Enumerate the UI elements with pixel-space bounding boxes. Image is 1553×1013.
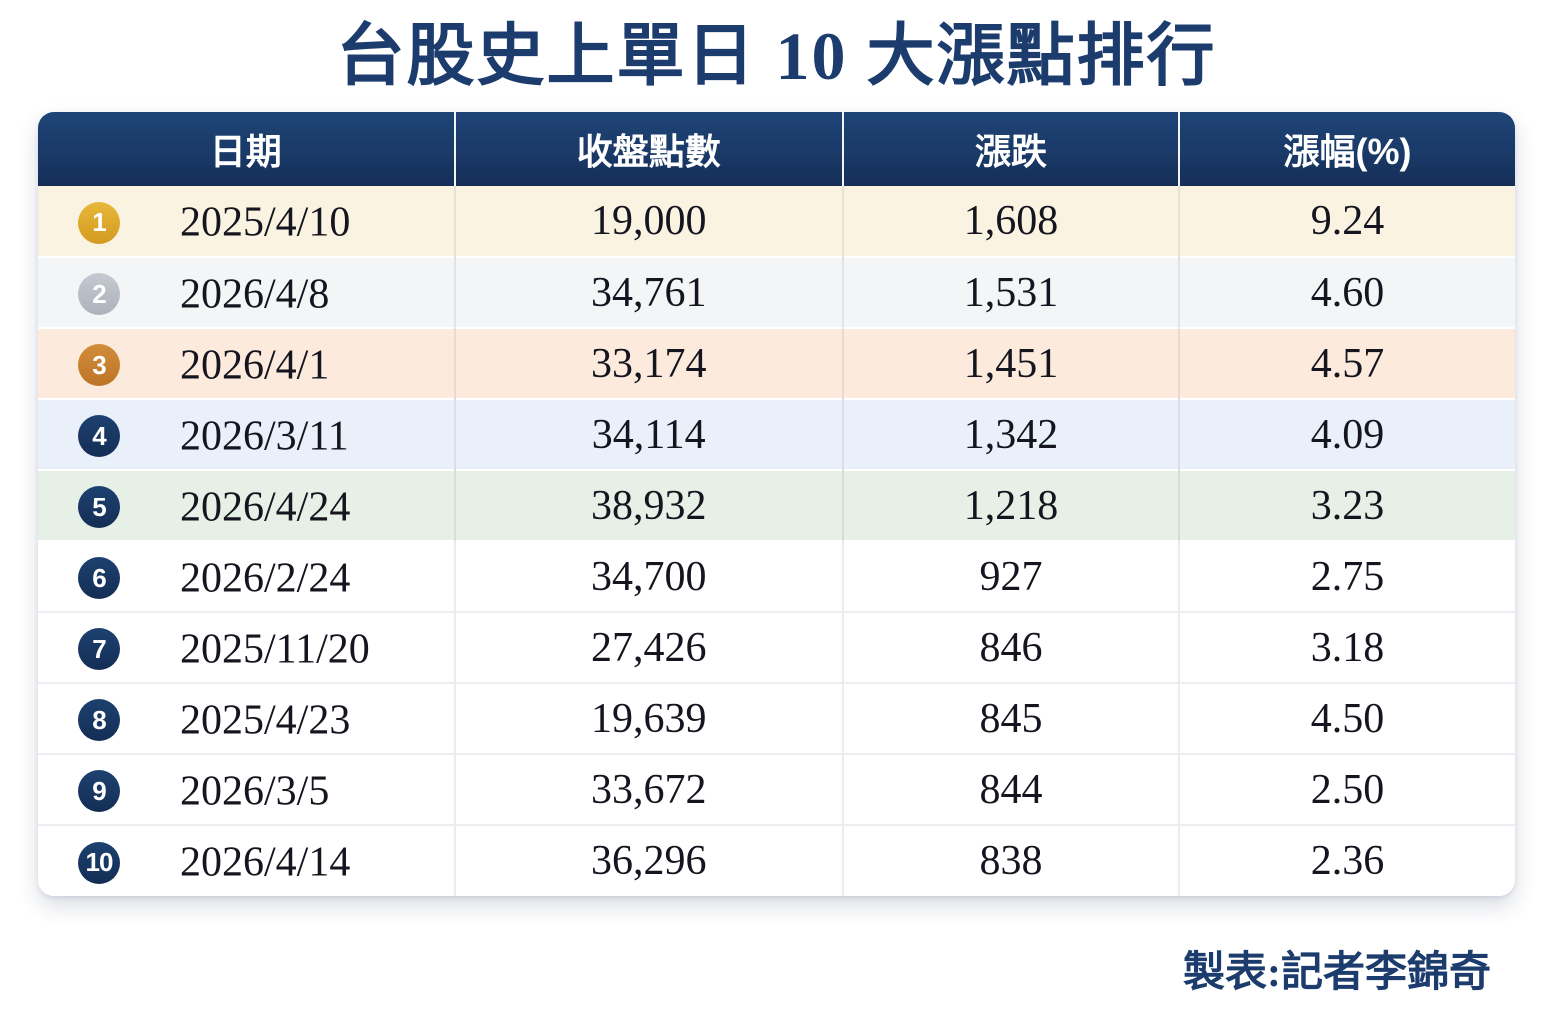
pct-cell: 2.36 — [1177, 825, 1515, 896]
col-header-pct: 漲幅(%) — [1177, 112, 1515, 186]
pct-cell: 4.57 — [1177, 328, 1515, 399]
date-value: 2025/4/10 — [180, 199, 351, 246]
date-value: 2026/2/24 — [180, 555, 351, 602]
pct-cell: 9.24 — [1177, 186, 1515, 257]
change-cell: 1,218 — [841, 470, 1179, 541]
date-value: 2025/11/20 — [180, 626, 370, 673]
rank-badge: 6 — [78, 557, 120, 600]
table-row: 5 2026/4/24 38,932 1,218 3.23 — [38, 470, 1515, 541]
date-value: 2026/3/5 — [180, 768, 330, 815]
rank-badge: 7 — [78, 628, 120, 671]
credit-line: 製表:記者李錦奇 — [1183, 950, 1491, 996]
close-cell: 33,672 — [453, 754, 843, 825]
date-cell: 9 2026/3/5 — [38, 754, 455, 825]
change-cell: 1,342 — [841, 399, 1179, 470]
rank-badge: 9 — [78, 770, 120, 813]
table-row: 3 2026/4/1 33,174 1,451 4.57 — [38, 328, 1515, 399]
date-value: 2026/4/1 — [180, 342, 330, 389]
rank-badge: 5 — [78, 486, 120, 529]
table-row: 9 2026/3/5 33,672 844 2.50 — [38, 754, 1515, 825]
pct-cell: 4.50 — [1177, 683, 1515, 754]
change-cell: 1,531 — [841, 257, 1179, 328]
date-cell: 5 2026/4/24 — [38, 470, 455, 541]
change-cell: 1,608 — [841, 186, 1179, 257]
pct-cell: 2.75 — [1177, 541, 1515, 612]
rank-badge-gold: 1 — [78, 201, 120, 244]
date-cell: 1 2025/4/10 — [38, 186, 455, 257]
rank-badge: 10 — [78, 841, 120, 884]
page-title: 台股史上單日 10 大漲點排行 — [336, 18, 1217, 94]
col-header-change: 漲跌 — [841, 112, 1179, 186]
close-cell: 36,296 — [453, 825, 843, 896]
date-value: 2026/4/24 — [180, 484, 351, 531]
rank-badge: 8 — [78, 699, 120, 742]
close-cell: 38,932 — [453, 470, 843, 541]
change-cell: 844 — [841, 754, 1179, 825]
change-cell: 1,451 — [841, 328, 1179, 399]
close-cell: 19,000 — [453, 186, 843, 257]
table-row: 6 2026/2/24 34,700 927 2.75 — [38, 541, 1515, 612]
pct-cell: 4.60 — [1177, 257, 1515, 328]
close-cell: 34,761 — [453, 257, 843, 328]
pct-cell: 2.50 — [1177, 754, 1515, 825]
close-cell: 27,426 — [453, 612, 843, 683]
close-cell: 19,639 — [453, 683, 843, 754]
date-cell: 7 2025/11/20 — [38, 612, 455, 683]
table-row: 10 2026/4/14 36,296 838 2.36 — [38, 825, 1515, 896]
header-row: 日期 收盤點數 漲跌 漲幅(%) — [38, 112, 1515, 186]
date-cell: 4 2026/3/11 — [38, 399, 455, 470]
date-value: 2026/3/11 — [180, 413, 349, 460]
table-row: 7 2025/11/20 27,426 846 3.18 — [38, 612, 1515, 683]
close-cell: 34,700 — [453, 541, 843, 612]
date-cell: 3 2026/4/1 — [38, 328, 455, 399]
date-cell: 6 2026/2/24 — [38, 541, 455, 612]
change-cell: 838 — [841, 825, 1179, 896]
change-cell: 846 — [841, 612, 1179, 683]
pct-cell: 3.18 — [1177, 612, 1515, 683]
rank-badge-bronze: 3 — [78, 344, 120, 387]
change-cell: 927 — [841, 541, 1179, 612]
pct-cell: 4.09 — [1177, 399, 1515, 470]
rank-badge: 4 — [78, 415, 120, 458]
date-value: 2026/4/14 — [180, 839, 351, 886]
close-cell: 33,174 — [453, 328, 843, 399]
col-header-date: 日期 — [38, 112, 455, 186]
date-cell: 2 2026/4/8 — [38, 257, 455, 328]
date-value: 2025/4/23 — [180, 697, 351, 744]
ranking-table: 日期 收盤點數 漲跌 漲幅(%) 1 2025/4/10 19,000 1,608… — [38, 112, 1515, 896]
date-cell: 8 2025/4/23 — [38, 683, 455, 754]
col-header-close: 收盤點數 — [453, 112, 843, 186]
pct-cell: 3.23 — [1177, 470, 1515, 541]
table-row: 8 2025/4/23 19,639 845 4.50 — [38, 683, 1515, 754]
date-value: 2026/4/8 — [180, 271, 330, 318]
date-cell: 10 2026/4/14 — [38, 825, 455, 896]
ranking-table-container: 日期 收盤點數 漲跌 漲幅(%) 1 2025/4/10 19,000 1,608… — [38, 112, 1515, 896]
table-row: 1 2025/4/10 19,000 1,608 9.24 — [38, 186, 1515, 257]
close-cell: 34,114 — [453, 399, 843, 470]
change-cell: 845 — [841, 683, 1179, 754]
table-row: 2 2026/4/8 34,761 1,531 4.60 — [38, 257, 1515, 328]
table-row: 4 2026/3/11 34,114 1,342 4.09 — [38, 399, 1515, 470]
rank-badge-silver: 2 — [78, 273, 120, 316]
